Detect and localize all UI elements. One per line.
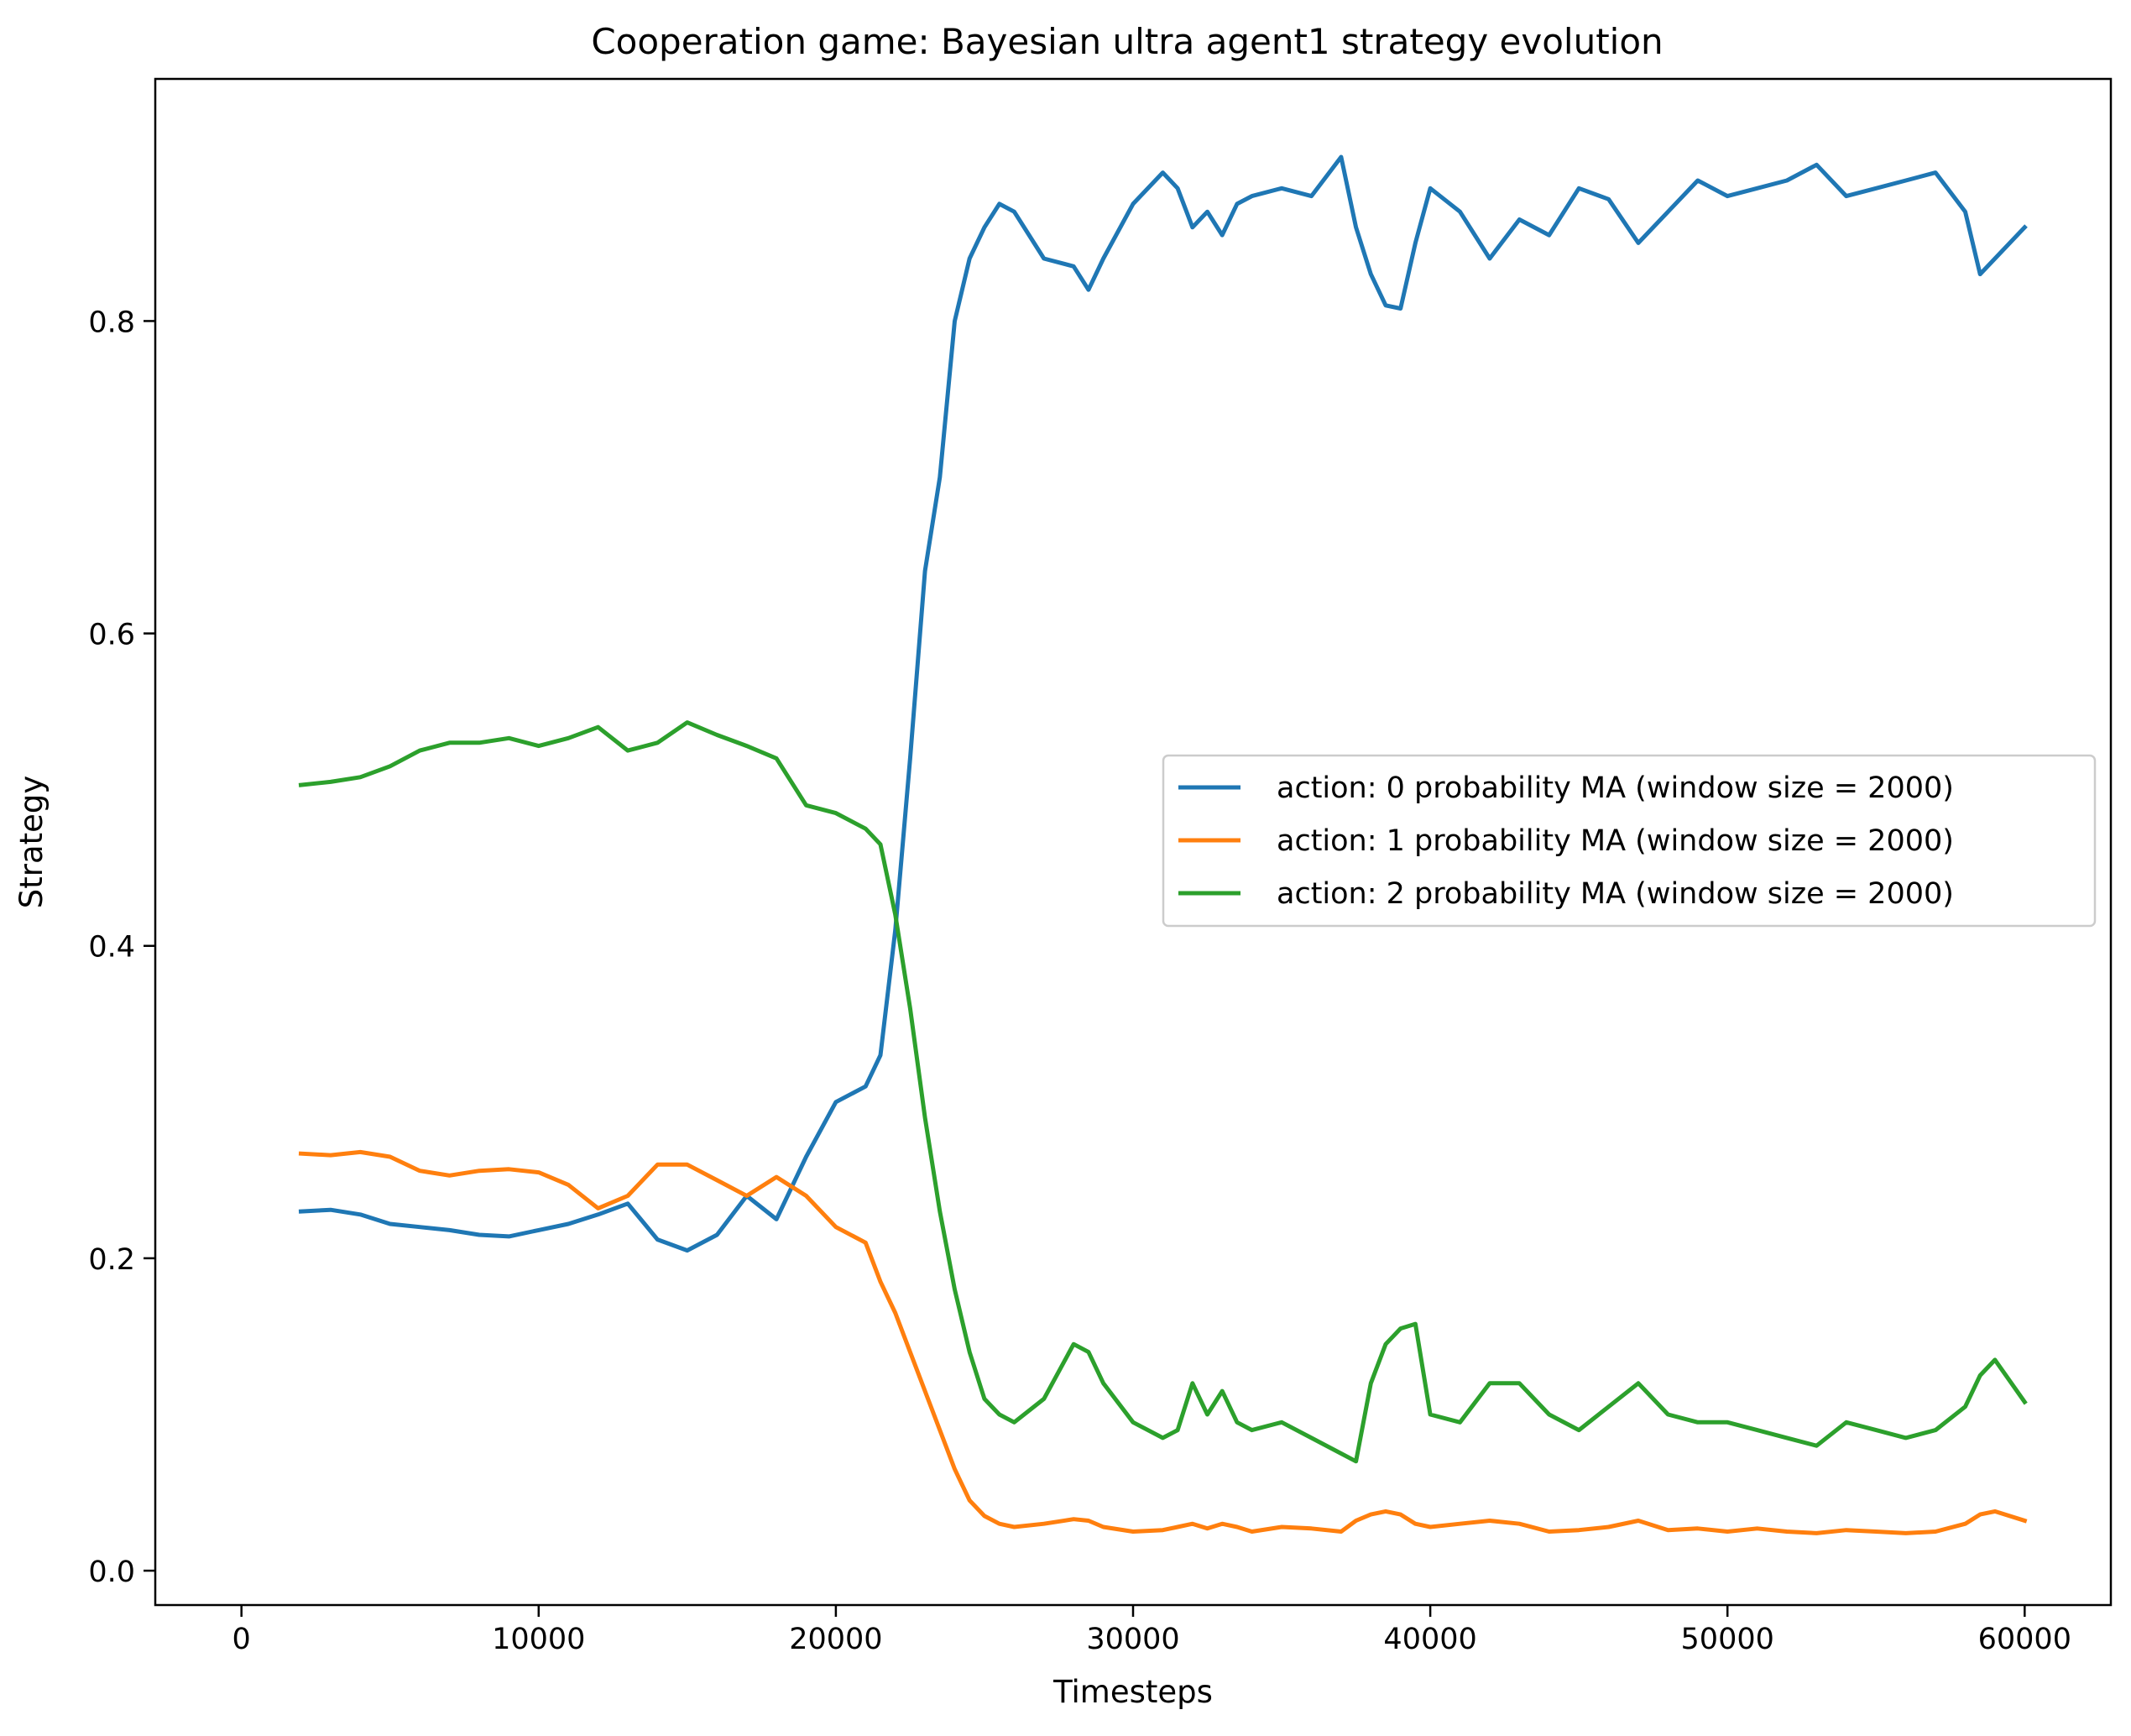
series-line-action-0: [298, 154, 2028, 1253]
y-tick-label: 0.0: [88, 1556, 135, 1589]
x-axis-label: Timesteps: [1052, 1674, 1213, 1710]
legend-frame: [1162, 754, 2097, 928]
x-tick-label: 50000: [1681, 1623, 1774, 1656]
x-axis: 0 10000 20000 30000 40000 50000 60000: [232, 1605, 2071, 1656]
series-line-action-2: [298, 720, 2028, 1464]
legend: action: 0 probability MA (window size = …: [1162, 754, 2097, 928]
legend-label-1: action: 1 probability MA (window size = …: [1277, 824, 1954, 858]
x-tick-label: 20000: [789, 1623, 882, 1656]
series-lines: [298, 154, 2028, 1535]
y-axis-label: Strategy: [13, 776, 50, 909]
legend-label-0: action: 0 probability MA (window size = …: [1277, 771, 1954, 805]
x-tick-label: 30000: [1086, 1623, 1179, 1656]
x-tick-label: 10000: [492, 1623, 585, 1656]
x-tick-label: 40000: [1383, 1623, 1476, 1656]
x-tick-label: 0: [232, 1623, 251, 1656]
chart-title: Cooperation game: Bayesian ultra agent1 …: [591, 21, 1663, 62]
y-tick-label: 0.8: [88, 306, 135, 339]
x-tick-label: 60000: [1978, 1623, 2071, 1656]
series-line-action-1: [298, 1149, 2028, 1535]
y-tick-label: 0.6: [88, 619, 135, 652]
y-axis: 0.0 0.2 0.4 0.6 0.8: [88, 306, 155, 1589]
y-tick-label: 0.4: [88, 931, 135, 965]
y-tick-label: 0.2: [88, 1243, 135, 1277]
legend-label-2: action: 2 probability MA (window size = …: [1277, 877, 1954, 911]
